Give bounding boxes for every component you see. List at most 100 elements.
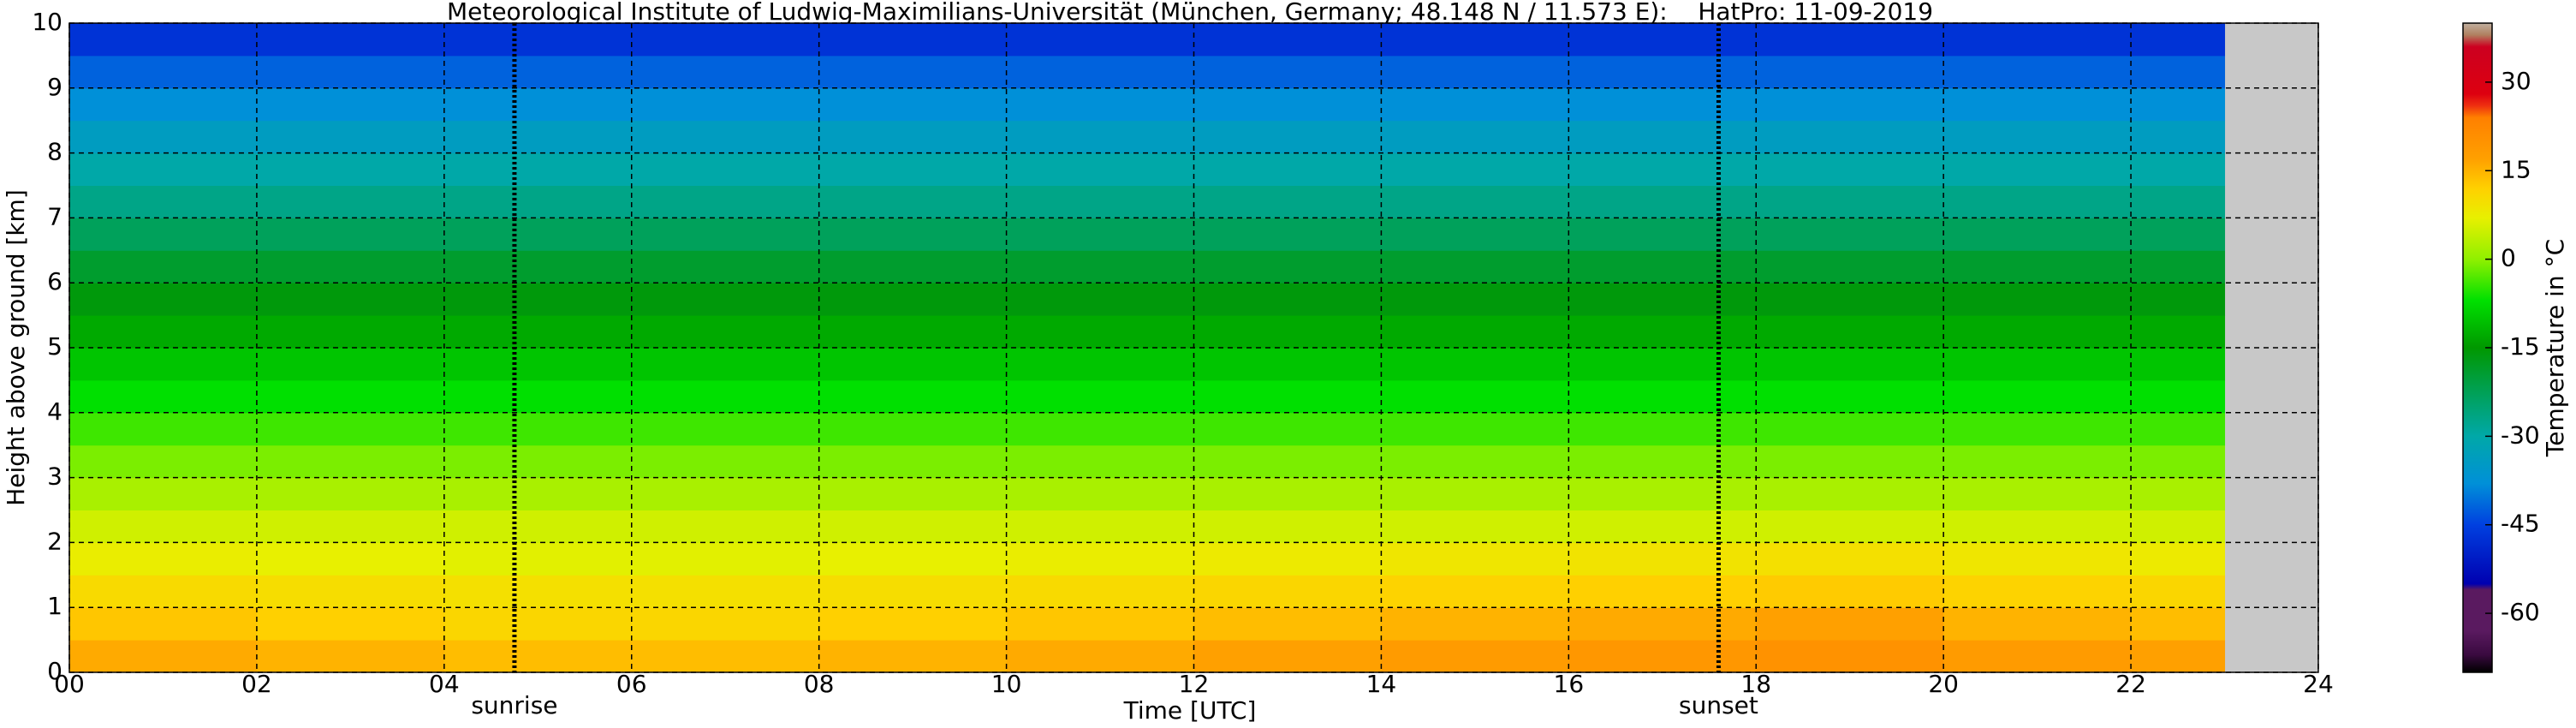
heatmap-cell xyxy=(1381,640,1569,673)
heatmap-cell xyxy=(1943,412,2132,446)
heatmap-cell xyxy=(1756,152,1944,186)
colorbar-tick-label: 15 xyxy=(2501,155,2531,183)
heatmap-cell xyxy=(443,152,633,186)
heatmap-cell xyxy=(1193,575,1382,608)
heatmap-cell xyxy=(1006,510,1194,543)
heatmap-cell xyxy=(1381,87,1569,122)
heatmap-cell xyxy=(256,607,445,641)
annotation-label: sunrise xyxy=(471,691,557,719)
heatmap-cell xyxy=(69,283,258,316)
heatmap-cell xyxy=(1756,348,1944,381)
heatmap-cell xyxy=(818,379,1008,414)
heatmap-cell xyxy=(1756,23,1944,57)
heatmap-cell xyxy=(631,477,820,510)
heatmap-cell xyxy=(1568,348,1757,381)
heatmap-cell xyxy=(1381,607,1569,641)
heatmap-cell xyxy=(631,412,820,446)
heatmap-cell xyxy=(1381,445,1569,479)
heatmap-cell xyxy=(1193,185,1382,218)
heatmap-cell xyxy=(631,283,820,316)
heatmap-cell xyxy=(1193,542,1382,576)
heatmap-cell xyxy=(818,412,1008,446)
heatmap-cell xyxy=(818,120,1008,154)
heatmap-cell xyxy=(1381,185,1569,218)
heatmap-cell xyxy=(443,510,633,543)
heatmap-cell xyxy=(1193,640,1382,673)
heatmap-cell xyxy=(631,250,820,283)
heatmap-cell xyxy=(256,379,445,414)
heatmap-cell xyxy=(1006,315,1194,349)
heatmap-cell xyxy=(1006,87,1194,122)
heatmap-cell xyxy=(1568,477,1757,510)
heatmap-cell xyxy=(631,185,820,218)
heatmap-cell xyxy=(1006,283,1194,316)
x-tick-label: 22 xyxy=(2115,670,2146,698)
y-tick-label: 10 xyxy=(32,8,62,36)
x-tick-label: 00 xyxy=(54,670,85,698)
heatmap-cell xyxy=(1381,412,1569,446)
heatmap-cell xyxy=(69,250,258,283)
colorbar-tick-label: -60 xyxy=(2501,598,2540,626)
heatmap-cell xyxy=(1568,185,1757,218)
heatmap-cell xyxy=(1943,510,2132,543)
heatmap-cell xyxy=(1193,55,1382,89)
heatmap-cell xyxy=(1568,120,1757,154)
heatmap-cell xyxy=(631,379,820,414)
heatmap-cell xyxy=(818,575,1008,608)
colorbar-tick-label: -30 xyxy=(2501,421,2540,449)
heatmap-cell xyxy=(1568,379,1757,414)
heatmap-cell xyxy=(256,412,445,446)
heatmap-cell xyxy=(631,542,820,576)
heatmap-cell xyxy=(1381,250,1569,283)
heatmap-cell xyxy=(1756,55,1944,89)
heatmap-cell xyxy=(443,120,633,154)
heatmap-cell xyxy=(818,283,1008,316)
heatmap-cell xyxy=(1006,55,1194,89)
heatmap-cell xyxy=(1943,477,2132,510)
heatmap-cell xyxy=(1006,445,1194,479)
heatmap-cell xyxy=(256,23,445,57)
x-tick-label: 20 xyxy=(1928,670,1959,698)
heatmap-cell xyxy=(1756,87,1944,122)
heatmap-cell xyxy=(1756,379,1944,414)
heatmap-cell xyxy=(1943,87,2132,122)
heatmap-cell xyxy=(256,477,445,510)
x-tick-label: 02 xyxy=(241,670,272,698)
heatmap-cell xyxy=(1006,185,1194,218)
heatmap-cell xyxy=(1568,640,1757,673)
x-axis-label: Time [UTC] xyxy=(1123,696,1257,725)
heatmap-cell xyxy=(2131,607,2226,641)
heatmap-cell xyxy=(818,607,1008,641)
heatmap-cell xyxy=(2131,87,2226,122)
heatmap-cell xyxy=(1756,445,1944,479)
heatmap-cell xyxy=(443,445,633,479)
heatmap-cell xyxy=(1943,445,2132,479)
heatmap-cell xyxy=(256,55,445,89)
heatmap-cell xyxy=(1568,542,1757,576)
heatmap-cell xyxy=(256,315,445,349)
heatmap-cell xyxy=(2131,412,2226,446)
heatmap-cell xyxy=(256,510,445,543)
heatmap-cell xyxy=(1006,152,1194,186)
heatmap-cell xyxy=(818,23,1008,57)
heatmap-cell xyxy=(1756,315,1944,349)
heatmap-cell xyxy=(69,185,258,218)
heatmap-cell xyxy=(631,152,820,186)
heatmap-cell xyxy=(69,510,258,543)
heatmap-cell xyxy=(443,315,633,349)
x-tick-label: 08 xyxy=(804,670,835,698)
heatmap-cell xyxy=(256,87,445,122)
heatmap-cell xyxy=(1193,607,1382,641)
heatmap-cell xyxy=(631,23,820,57)
heatmap-cell xyxy=(443,542,633,576)
heatmap-cell xyxy=(2131,55,2226,89)
heatmap-cell xyxy=(1193,348,1382,381)
plot-frame xyxy=(68,22,2319,673)
y-tick-label: 1 xyxy=(47,592,62,620)
y-tick-label: 3 xyxy=(47,462,62,491)
heatmap-cell xyxy=(69,379,258,414)
heatmap-cell xyxy=(1568,607,1757,641)
y-tick-label: 9 xyxy=(47,73,62,101)
heatmap-cell xyxy=(69,152,258,186)
heatmap-cell xyxy=(818,477,1008,510)
